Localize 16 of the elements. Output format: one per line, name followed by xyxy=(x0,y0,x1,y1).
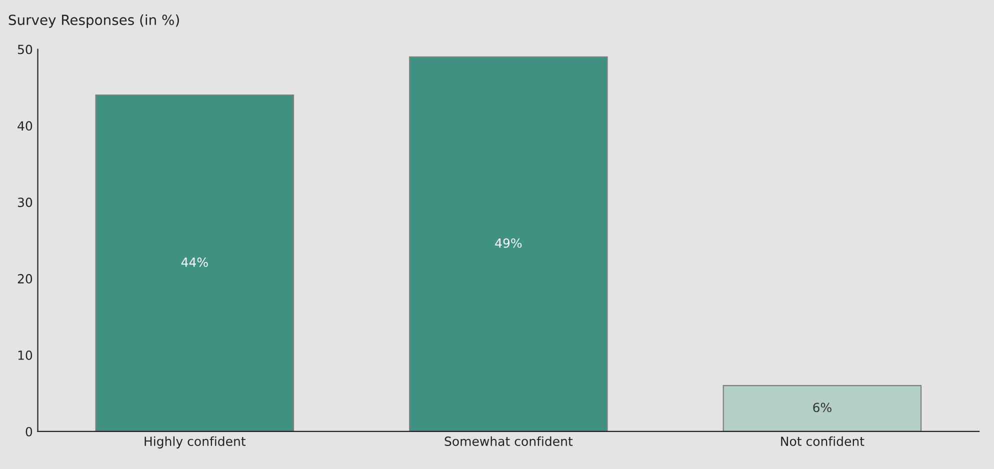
data-label: 49% xyxy=(495,238,522,248)
x-tick-label: Somewhat confident xyxy=(444,436,573,446)
x-tick-label: Highly confident xyxy=(144,436,246,448)
y-tick-label: 20 xyxy=(18,274,32,284)
y-tick-label: 40 xyxy=(18,121,32,131)
x-tick-label: Not confident xyxy=(781,436,864,446)
bar xyxy=(409,56,608,432)
y-tick-label: 30 xyxy=(18,198,32,208)
bar xyxy=(95,94,294,432)
y-tick-label: 50 xyxy=(18,44,32,54)
y-tick-label: 0 xyxy=(26,426,32,436)
chart-title: Survey Responses (in %) xyxy=(8,14,179,28)
bar xyxy=(722,385,922,432)
data-label: 6% xyxy=(813,402,832,412)
data-label: 44% xyxy=(181,257,208,267)
y-tick-label: 10 xyxy=(18,350,32,360)
